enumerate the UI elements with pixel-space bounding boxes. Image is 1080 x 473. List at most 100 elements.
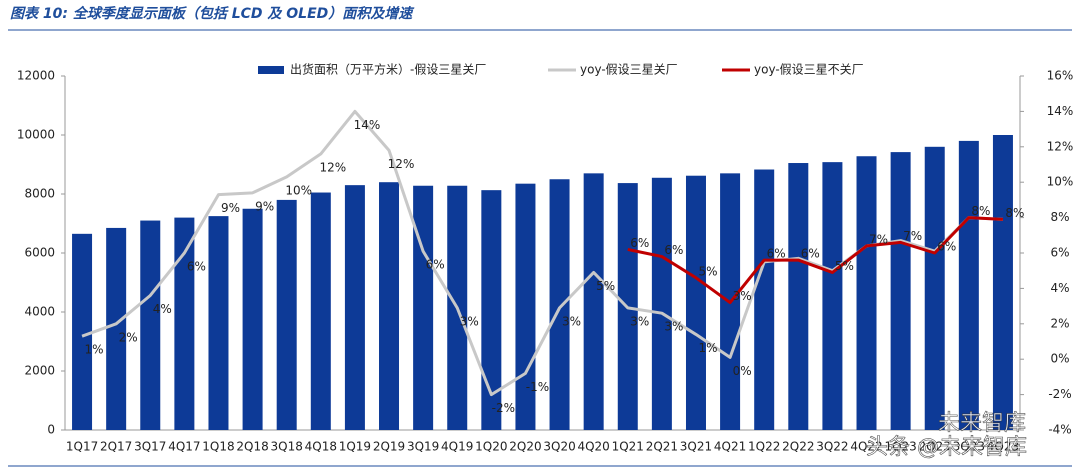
x-tick-label: 3Q20	[543, 440, 575, 454]
bar	[481, 190, 502, 430]
x-tick-label: 4Q23	[987, 440, 1019, 454]
x-tick-label: 3Q21	[680, 440, 712, 454]
y2-tick-label: -4%	[1048, 423, 1071, 437]
x-tick-label: 2Q20	[509, 440, 541, 454]
data-label: 6%	[767, 247, 786, 261]
data-label: 14%	[354, 118, 381, 132]
data-label: 6%	[426, 258, 445, 272]
watermark: 未来智库	[938, 411, 1026, 436]
x-tick-label: 2Q21	[646, 440, 678, 454]
bar	[208, 216, 229, 430]
x-tick-label: 3Q17	[134, 440, 166, 454]
data-label: 6%	[937, 240, 956, 254]
x-tick-label: 1Q23	[884, 440, 916, 454]
y-tick-label: 4000	[24, 305, 55, 319]
x-tick-label: 2Q18	[236, 440, 268, 454]
legend-label: yoy-假设三星关厂	[580, 63, 678, 77]
data-label: 9%	[221, 201, 240, 215]
x-tick-label: 4Q20	[577, 440, 609, 454]
bar	[242, 208, 263, 430]
y-tick-label: 6000	[24, 246, 55, 260]
data-label: 6%	[801, 247, 820, 261]
x-tick-label: 3Q22	[816, 440, 848, 454]
x-tick-label: 1Q20	[475, 440, 507, 454]
x-tick-label: 4Q17	[168, 440, 200, 454]
bar	[651, 177, 672, 430]
x-tick-label: 3Q19	[407, 440, 439, 454]
y-tick-label: 0	[47, 423, 55, 437]
bar	[890, 152, 911, 431]
data-label: 6%	[630, 236, 649, 250]
y2-tick-label: 2%	[1050, 316, 1069, 330]
bar	[788, 163, 809, 430]
y2-tick-label: 12%	[1047, 139, 1074, 153]
data-label: 6%	[187, 260, 206, 274]
data-label: 3%	[562, 314, 581, 328]
x-tick-label: 2Q17	[100, 440, 132, 454]
bar	[379, 182, 400, 430]
data-label: 8%	[1005, 206, 1024, 220]
bar	[549, 179, 570, 430]
bar	[140, 220, 161, 430]
data-label: 6%	[664, 243, 683, 257]
x-tick-label: 1Q22	[748, 440, 780, 454]
x-tick-label: 3Q18	[271, 440, 303, 454]
bar	[992, 135, 1013, 430]
y2-tick-label: 16%	[1047, 69, 1074, 83]
bar	[106, 227, 127, 430]
data-label: 10%	[285, 183, 312, 197]
y-tick-label: 2000	[24, 364, 55, 378]
bar	[344, 185, 365, 430]
data-label: 3%	[733, 289, 752, 303]
y2-tick-label: 4%	[1050, 281, 1069, 295]
x-tick-label: 4Q18	[305, 440, 337, 454]
data-label: 4%	[153, 302, 172, 316]
data-label: 0%	[733, 364, 752, 378]
data-label: 1%	[85, 343, 104, 357]
legend-label: 出货面积（万平方米）-假设三星关厂	[290, 62, 486, 77]
x-tick-label: 1Q18	[202, 440, 234, 454]
x-tick-label: 4Q19	[441, 440, 473, 454]
bar	[276, 199, 297, 430]
line	[627, 216, 1004, 305]
bar	[72, 233, 93, 430]
bar	[822, 162, 843, 430]
y2-tick-label: 14%	[1047, 104, 1074, 118]
bar	[754, 169, 775, 430]
watermark: 头条 @未来智库	[866, 435, 1027, 460]
x-tick-label: 2Q23	[919, 440, 951, 454]
bar	[958, 140, 979, 430]
data-label: 12%	[319, 160, 346, 174]
bar	[515, 183, 536, 430]
bar	[583, 173, 604, 430]
data-label: 9%	[255, 199, 274, 213]
data-label: 12%	[388, 157, 415, 171]
bar	[924, 146, 945, 431]
data-label: 7%	[903, 229, 922, 243]
x-tick-label: 2Q19	[373, 440, 405, 454]
data-label: 3%	[460, 314, 479, 328]
data-label: 5%	[596, 279, 615, 293]
y-tick-label: 12000	[17, 69, 55, 83]
y2-tick-label: 8%	[1050, 210, 1069, 224]
bar	[856, 156, 877, 431]
data-label: 2%	[119, 330, 138, 344]
y2-tick-label: 6%	[1050, 246, 1069, 260]
x-tick-label: 4Q21	[714, 440, 746, 454]
y2-tick-label: 0%	[1050, 352, 1069, 366]
x-tick-label: 4Q22	[850, 440, 882, 454]
y-tick-label: 10000	[17, 128, 55, 142]
data-label: 7%	[869, 232, 888, 246]
data-label: 3%	[664, 320, 683, 334]
x-tick-label: 3Q23	[953, 440, 985, 454]
data-label: -1%	[526, 380, 549, 394]
legend-swatch	[258, 66, 284, 74]
x-tick-label: 1Q21	[612, 440, 644, 454]
y2-tick-label: 10%	[1047, 175, 1074, 189]
y2-tick-label: -2%	[1048, 387, 1071, 401]
x-tick-label: 2Q22	[782, 440, 814, 454]
data-label: 3%	[630, 314, 649, 328]
x-tick-label: 1Q17	[66, 440, 98, 454]
data-label: -2%	[492, 401, 515, 415]
